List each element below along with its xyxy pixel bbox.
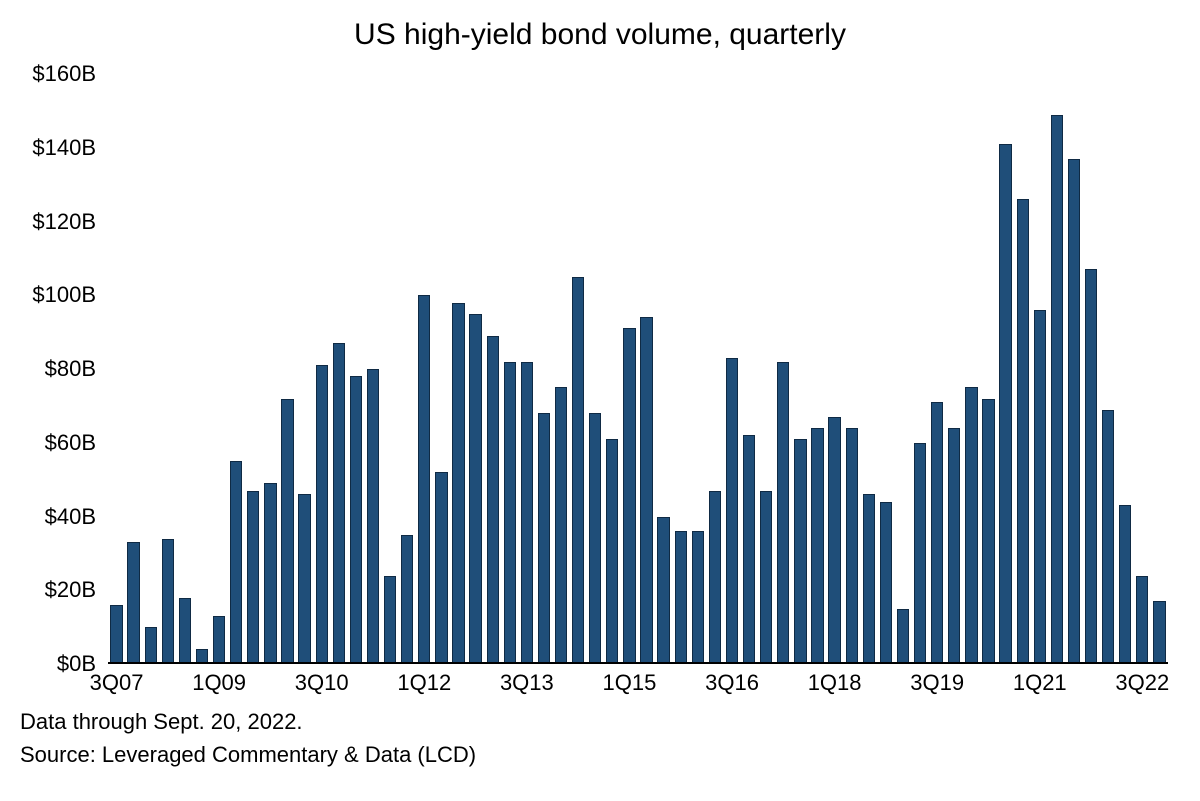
- y-tick-label: $140B: [32, 135, 96, 161]
- y-tick-label: $160B: [32, 61, 96, 87]
- bar: [1102, 410, 1114, 664]
- chart-footer: Data through Sept. 20, 2022. Source: Lev…: [20, 705, 476, 771]
- bar: [145, 627, 157, 664]
- y-tick-label: $120B: [32, 209, 96, 235]
- x-tick-label: 1Q21: [1013, 670, 1067, 696]
- bar: [247, 491, 259, 664]
- bar: [880, 502, 892, 664]
- y-tick-label: $60B: [45, 430, 96, 456]
- bar: [316, 365, 328, 664]
- bar: [555, 387, 567, 664]
- bar: [435, 472, 447, 664]
- x-tick-label: 3Q22: [1115, 670, 1169, 696]
- bar: [487, 336, 499, 664]
- bar: [264, 483, 276, 664]
- bar: [1153, 601, 1165, 664]
- y-tick-label: $40B: [45, 504, 96, 530]
- bar: [350, 376, 362, 664]
- y-tick-label: $80B: [45, 356, 96, 382]
- bar: [1034, 310, 1046, 664]
- footer-line-1: Data through Sept. 20, 2022.: [20, 705, 476, 738]
- bar: [1051, 115, 1063, 664]
- bar: [863, 494, 875, 664]
- y-axis-labels: $0B$20B$40B$60B$80B$100B$120B$140B$160B: [20, 74, 100, 664]
- bar: [418, 295, 430, 664]
- y-tick-label: $100B: [32, 282, 96, 308]
- bar: [726, 358, 738, 664]
- bar: [811, 428, 823, 664]
- chart-title: US high-yield bond volume, quarterly: [0, 18, 1200, 52]
- bar: [127, 542, 139, 664]
- bar: [1017, 199, 1029, 664]
- bar: [230, 461, 242, 664]
- footer-line-2: Source: Leveraged Commentary & Data (LCD…: [20, 738, 476, 771]
- bar: [897, 609, 909, 664]
- bar: [572, 277, 584, 664]
- bar: [401, 535, 413, 664]
- bar: [675, 531, 687, 664]
- bar: [367, 369, 379, 664]
- bar: [538, 413, 550, 664]
- bar: [760, 491, 772, 664]
- bar: [640, 317, 652, 664]
- bar: [162, 539, 174, 664]
- bar: [213, 616, 225, 664]
- x-tick-label: 1Q18: [808, 670, 862, 696]
- x-tick-label: 3Q07: [90, 670, 144, 696]
- x-tick-label: 3Q19: [910, 670, 964, 696]
- bar: [931, 402, 943, 664]
- chart-plot-area: [108, 74, 1168, 664]
- bars-container: [108, 74, 1168, 664]
- bar: [965, 387, 977, 664]
- bar: [589, 413, 601, 664]
- bar: [469, 314, 481, 664]
- bar: [743, 435, 755, 664]
- x-tick-label: 1Q15: [603, 670, 657, 696]
- bar: [692, 531, 704, 664]
- bar: [948, 428, 960, 664]
- bar: [504, 362, 516, 664]
- bar: [777, 362, 789, 664]
- bar: [1085, 269, 1097, 664]
- bar: [179, 598, 191, 664]
- bar: [1119, 505, 1131, 664]
- bar: [1068, 159, 1080, 664]
- chart-page: US high-yield bond volume, quarterly $0B…: [0, 0, 1200, 801]
- x-tick-label: 3Q10: [295, 670, 349, 696]
- x-tick-label: 3Q13: [500, 670, 554, 696]
- bar: [709, 491, 721, 664]
- bar: [1136, 576, 1148, 665]
- bar: [623, 328, 635, 664]
- y-tick-label: $20B: [45, 577, 96, 603]
- bar: [914, 443, 926, 664]
- bar: [657, 517, 669, 665]
- x-tick-label: 3Q16: [705, 670, 759, 696]
- x-tick-label: 1Q12: [397, 670, 451, 696]
- bar: [606, 439, 618, 664]
- bar: [828, 417, 840, 664]
- bar: [110, 605, 122, 664]
- bar: [982, 399, 994, 665]
- x-axis-baseline: [108, 662, 1168, 664]
- bar: [384, 576, 396, 665]
- bar: [298, 494, 310, 664]
- x-tick-label: 1Q09: [192, 670, 246, 696]
- bar: [846, 428, 858, 664]
- bar: [281, 399, 293, 665]
- bar: [999, 144, 1011, 664]
- bar: [333, 343, 345, 664]
- bar: [794, 439, 806, 664]
- bar: [521, 362, 533, 664]
- bar: [452, 303, 464, 664]
- x-axis-labels: 3Q071Q093Q101Q123Q131Q153Q161Q183Q191Q21…: [108, 668, 1168, 698]
